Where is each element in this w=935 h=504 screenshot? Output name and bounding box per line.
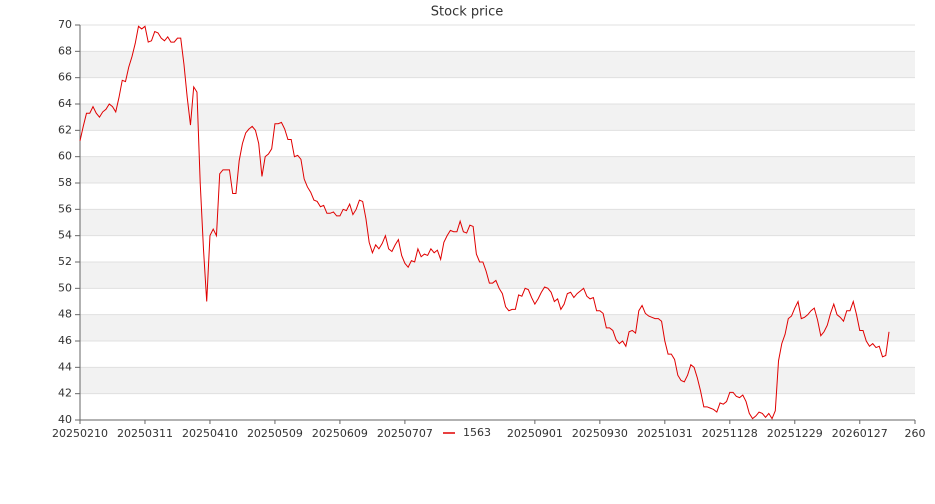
y-tick-label: 60 [58,150,72,163]
x-tick-label: 260 [905,427,926,440]
y-tick-label: 44 [58,360,72,373]
y-tick-label: 56 [58,202,72,215]
y-tick-label: 66 [58,71,72,84]
chart-title: Stock price [431,5,503,20]
y-tick-label: 58 [58,176,72,189]
grid-band [80,209,915,236]
series-line [79,25,890,420]
y-tick-label: 64 [58,97,72,110]
x-tick-label: 20250410 [182,427,238,440]
grid-band [80,156,915,183]
y-tick-label: 68 [58,44,72,57]
x-tick-label: 20250707 [377,427,433,440]
grid-band [80,314,915,341]
x-tick-label: 20250901 [507,427,563,440]
y-tick-label: 54 [58,229,72,242]
x-tick-label: 20260127 [832,427,888,440]
grid-band [80,51,915,78]
x-tick-label: 20251229 [767,427,823,440]
x-tick-label: 20250930 [572,427,628,440]
y-tick-label: 62 [58,123,72,136]
x-tick-label: 20250509 [247,427,303,440]
grid-band [80,104,915,131]
y-tick-label: 70 [58,18,72,31]
y-tick-label: 46 [58,334,72,347]
legend-label: 1563 [463,426,491,439]
x-tick-label: 20250609 [312,427,368,440]
y-tick-label: 48 [58,308,72,321]
y-tick-label: 52 [58,255,72,268]
y-tick-label: 42 [58,387,72,400]
grid-band [80,367,915,394]
legend-bg [439,425,499,441]
x-tick-label: 20250311 [117,427,173,440]
x-tick-label: 20250210 [52,427,108,440]
y-tick-label: 40 [58,413,72,426]
y-tick-label: 50 [58,281,72,294]
x-tick-label: 20251128 [702,427,758,440]
x-tick-label: 20251031 [637,427,693,440]
